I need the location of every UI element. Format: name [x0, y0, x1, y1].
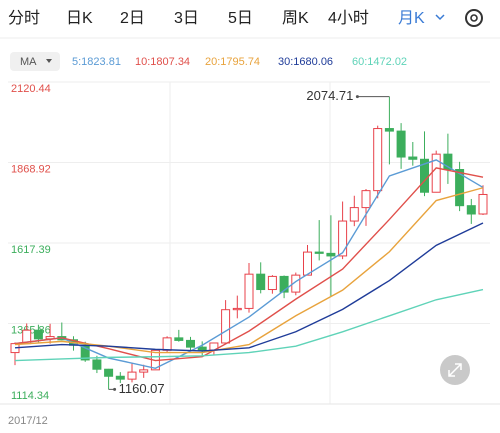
candle-body [139, 369, 149, 373]
candle-body [408, 156, 418, 160]
tab[interactable]: 分时 [8, 9, 40, 27]
candle-body [279, 275, 289, 293]
y-tick-label: 1617.39 [11, 244, 51, 256]
candle-body [478, 193, 488, 215]
indicator-box[interactable] [10, 52, 60, 71]
candle-body [466, 205, 476, 215]
candle-body [174, 337, 184, 341]
candle-body [361, 190, 371, 209]
candle-body [186, 339, 195, 348]
candle-body [396, 130, 406, 158]
candle-body [326, 252, 336, 257]
tab[interactable]: 3日 [174, 10, 199, 27]
tab[interactable]: 日K [66, 10, 93, 27]
ma-legend-label: 5:1823.81 [72, 56, 121, 68]
ma-line [14, 159, 484, 369]
gear-ring [465, 9, 483, 27]
min-dot [113, 387, 117, 391]
candle-body [162, 337, 172, 351]
candle-body [338, 220, 348, 257]
candle-body [267, 275, 277, 291]
ma-line [14, 288, 484, 362]
max-dot [355, 95, 359, 99]
tab[interactable]: 4小时 [328, 9, 369, 27]
candle-body [127, 371, 137, 380]
y-tick-label: 1868.92 [11, 163, 51, 175]
candle-body [115, 375, 125, 380]
candle-body [221, 309, 231, 344]
ma-line [14, 222, 484, 352]
candle-body [232, 307, 242, 311]
ma-legend-label: 30:1680.06 [278, 56, 333, 68]
indicator-arrow [46, 59, 52, 63]
candle-body [92, 359, 102, 370]
candle-body [303, 251, 312, 276]
x-start-label: 2017/12 [8, 415, 48, 427]
candle-body [384, 128, 394, 132]
candle-body [314, 251, 324, 254]
candle-body [197, 346, 207, 351]
ma-legend-label: 60:1472.02 [352, 56, 407, 68]
tab[interactable]: 周K [282, 10, 309, 27]
candle-body [104, 368, 114, 377]
tab[interactable]: 2日 [120, 10, 145, 27]
candle-body [443, 153, 453, 171]
fullscreen-button[interactable] [440, 355, 470, 385]
candle-body [244, 273, 254, 309]
candle-body [256, 273, 266, 291]
candle-body [33, 329, 43, 340]
indicator-label: MA [20, 56, 37, 68]
candle-body [373, 128, 383, 192]
min-label: 1160.07 [119, 381, 165, 396]
settings-icon[interactable] [465, 9, 483, 27]
ma-legend-label: 10:1807.34 [135, 56, 190, 68]
ma-line [14, 187, 484, 354]
fullscreen-glyph [448, 363, 462, 377]
gear-hub [470, 14, 478, 22]
candle-body [455, 169, 465, 207]
y-tick-label: 2120.44 [11, 83, 51, 95]
tab-chevron [435, 14, 445, 21]
y-tick-label: 1114.34 [11, 390, 49, 402]
ma-legend-label: 20:1795.74 [205, 56, 260, 68]
candle-body [291, 274, 301, 293]
max-label: 2074.71 [306, 88, 353, 103]
candle-body [349, 207, 359, 222]
tab[interactable]: 月K [398, 10, 425, 27]
tab[interactable]: 5日 [228, 10, 253, 27]
